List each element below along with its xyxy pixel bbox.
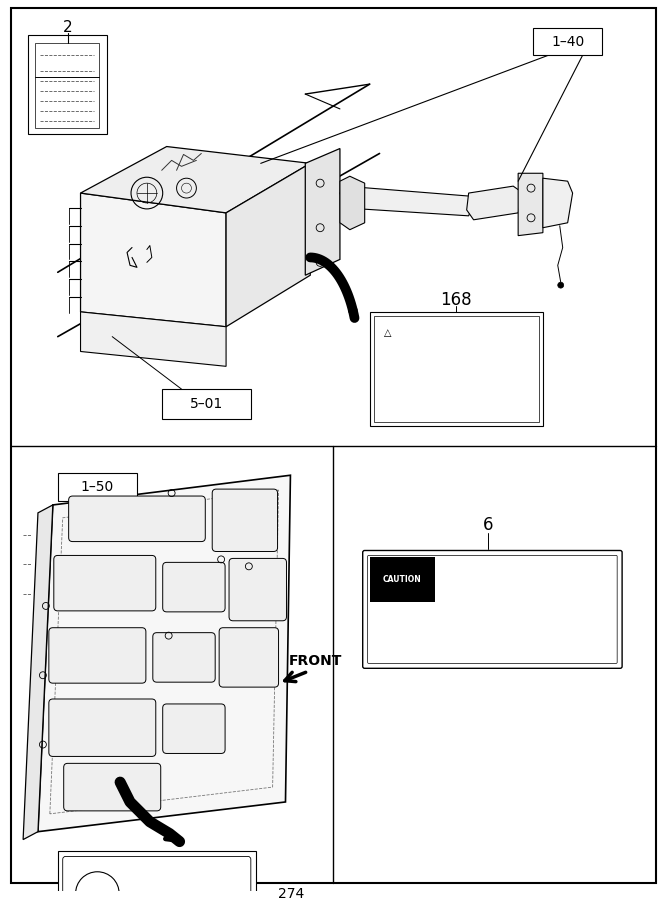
FancyBboxPatch shape — [212, 489, 277, 552]
Bar — [370, 557, 435, 602]
FancyBboxPatch shape — [163, 562, 225, 612]
FancyBboxPatch shape — [229, 558, 286, 621]
FancyBboxPatch shape — [49, 699, 156, 756]
Polygon shape — [543, 178, 572, 228]
Bar — [35, 42, 99, 128]
FancyBboxPatch shape — [64, 763, 161, 811]
Polygon shape — [467, 186, 523, 220]
Circle shape — [558, 283, 564, 288]
Polygon shape — [38, 475, 290, 832]
Text: 168: 168 — [440, 291, 472, 309]
Text: FRONT: FRONT — [288, 654, 342, 669]
FancyBboxPatch shape — [163, 704, 225, 753]
Text: CAUTION: CAUTION — [383, 575, 422, 584]
Bar — [533, 28, 602, 56]
Polygon shape — [81, 312, 226, 366]
FancyBboxPatch shape — [368, 555, 617, 663]
Polygon shape — [81, 194, 226, 327]
Bar — [374, 316, 539, 422]
Text: 6: 6 — [483, 516, 494, 534]
FancyBboxPatch shape — [69, 496, 205, 542]
Bar — [58, 473, 137, 501]
Polygon shape — [518, 174, 543, 236]
Polygon shape — [340, 176, 365, 230]
Bar — [28, 35, 107, 134]
FancyBboxPatch shape — [63, 857, 251, 900]
FancyBboxPatch shape — [54, 555, 156, 611]
FancyBboxPatch shape — [153, 633, 215, 682]
Polygon shape — [226, 164, 310, 327]
Polygon shape — [340, 186, 474, 216]
Text: △: △ — [384, 328, 391, 338]
Bar — [370, 312, 543, 426]
Bar — [161, 389, 251, 419]
FancyBboxPatch shape — [219, 627, 279, 687]
Text: 1–50: 1–50 — [81, 480, 114, 494]
Text: 274: 274 — [277, 886, 303, 900]
Bar — [58, 851, 255, 900]
Text: 1–40: 1–40 — [551, 34, 584, 49]
FancyBboxPatch shape — [49, 627, 146, 683]
Text: 2: 2 — [63, 20, 73, 35]
Text: 5–01: 5–01 — [189, 397, 223, 411]
Polygon shape — [81, 147, 310, 213]
FancyBboxPatch shape — [363, 551, 622, 669]
Polygon shape — [23, 505, 53, 840]
Polygon shape — [305, 148, 340, 275]
